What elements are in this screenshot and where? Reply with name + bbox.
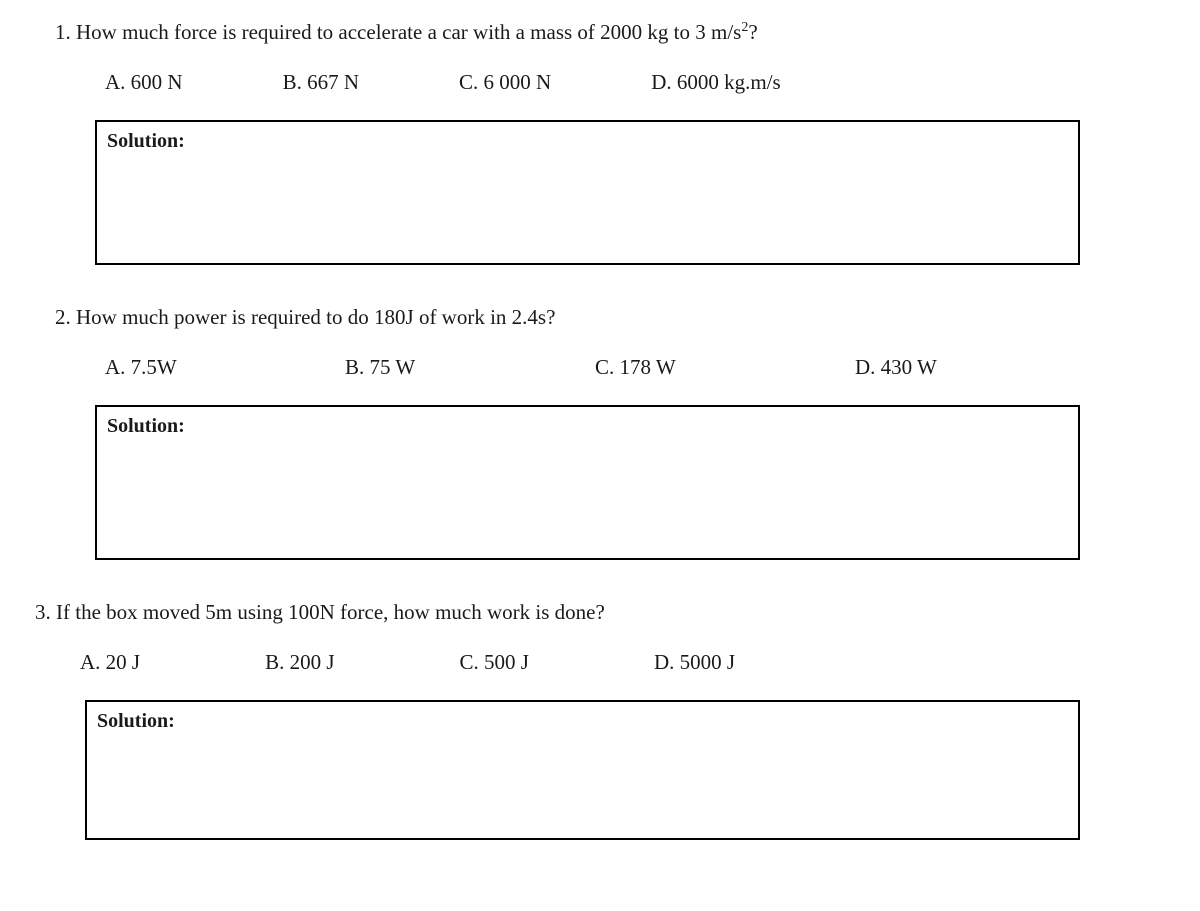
question-1-text: 1. How much force is required to acceler… bbox=[55, 20, 1150, 45]
option-2b: B. 75 W bbox=[345, 355, 495, 380]
solution-label-3: Solution: bbox=[97, 710, 1068, 733]
question-3-options: A. 20 J B. 200 J C. 500 J D. 5000 J bbox=[80, 650, 1150, 675]
question-1-body-after: ? bbox=[748, 20, 757, 44]
solution-box-2: Solution: bbox=[95, 405, 1080, 560]
option-1d: D. 6000 kg.m/s bbox=[651, 70, 781, 95]
question-2-number: 2. bbox=[55, 305, 71, 329]
solution-box-3: Solution: bbox=[85, 700, 1080, 840]
option-1b: B. 667 N bbox=[283, 70, 359, 95]
option-3c: C. 500 J bbox=[460, 650, 529, 675]
question-3-body: If the box moved 5m using 100N force, ho… bbox=[56, 600, 605, 624]
option-2a: A. 7.5W bbox=[105, 355, 245, 380]
question-2-body: How much power is required to do 180J of… bbox=[76, 305, 555, 329]
option-2d: D. 430 W bbox=[855, 355, 937, 380]
question-1-number: 1. bbox=[55, 20, 71, 44]
question-1-options: A. 600 N B. 667 N C. 6 000 N D. 6000 kg.… bbox=[105, 70, 1150, 95]
option-2c: C. 178 W bbox=[595, 355, 755, 380]
question-3: 3. If the box moved 5m using 100N force,… bbox=[50, 600, 1150, 840]
solution-box-1: Solution: bbox=[95, 120, 1080, 265]
question-3-text: 3. If the box moved 5m using 100N force,… bbox=[35, 600, 1150, 625]
question-2-options: A. 7.5W B. 75 W C. 178 W D. 430 W bbox=[105, 355, 1150, 380]
question-2-text: 2. How much power is required to do 180J… bbox=[55, 305, 1150, 330]
option-3b: B. 200 J bbox=[265, 650, 334, 675]
option-3a: A. 20 J bbox=[80, 650, 140, 675]
question-2: 2. How much power is required to do 180J… bbox=[50, 305, 1150, 560]
option-1a: A. 600 N bbox=[105, 70, 183, 95]
question-1-body-before: How much force is required to accelerate… bbox=[76, 20, 741, 44]
solution-label-2: Solution: bbox=[107, 415, 1068, 438]
question-3-number: 3. bbox=[35, 600, 51, 624]
question-1: 1. How much force is required to acceler… bbox=[50, 20, 1150, 265]
solution-label-1: Solution: bbox=[107, 130, 1068, 153]
option-3d: D. 5000 J bbox=[654, 650, 735, 675]
option-1c: C. 6 000 N bbox=[459, 70, 551, 95]
